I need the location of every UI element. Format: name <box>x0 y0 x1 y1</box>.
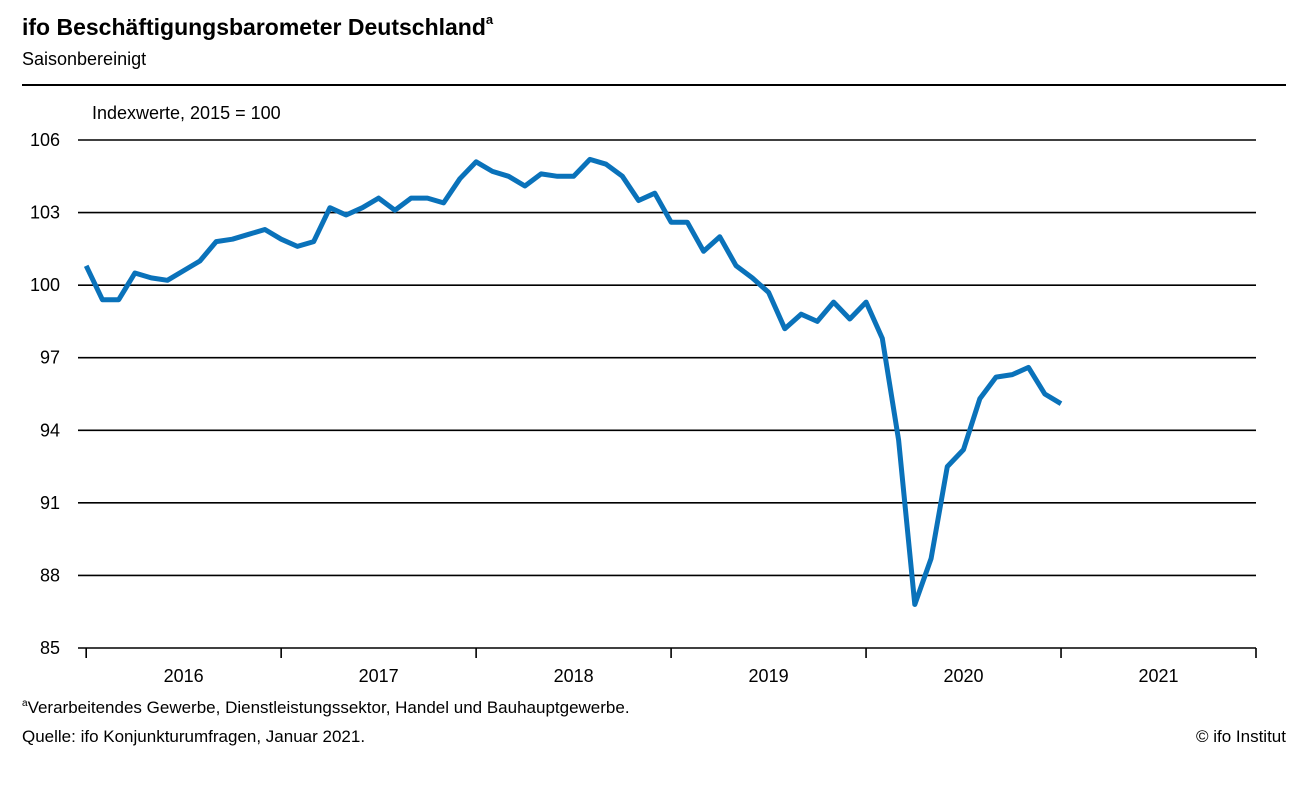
y-tick-label-91: 91 <box>40 493 60 513</box>
axis-layer: 106 103 100 97 94 91 88 85 2016 2017 2018 2019 2020 2… <box>30 130 1257 686</box>
footnote-text: Verarbeitendes Gewerbe, Dienstleistungss… <box>27 698 630 717</box>
x-tick-label-2017: 2017 <box>359 666 399 686</box>
chart-title: ifo Beschäftigungsbarometer Deutschlanda <box>22 12 494 41</box>
x-tick-label-2019: 2019 <box>749 666 789 686</box>
chart-title-text: ifo Beschäftigungsbarometer Deutschland <box>22 14 486 40</box>
header-divider <box>22 84 1286 86</box>
x-tick-label-2021: 2021 <box>1138 666 1178 686</box>
footnote: aVerarbeitendes Gewerbe, Dienstleistungs… <box>22 698 630 718</box>
y-tick-label-94: 94 <box>40 420 60 440</box>
grid-layer <box>78 139 1256 577</box>
chart-subtitle: Saisonbereinigt <box>22 49 147 69</box>
y-tick-label-97: 97 <box>40 348 60 368</box>
x-tick-label-2018: 2018 <box>554 666 594 686</box>
series-layer <box>83 156 1063 607</box>
y-tick-label-100: 100 <box>30 275 60 295</box>
x-tick-label-2016: 2016 <box>164 666 204 686</box>
y-tick-label-106: 106 <box>30 130 60 150</box>
title-footnote-marker: a <box>485 12 494 27</box>
copyright-note: © ifo Institut <box>1195 727 1286 746</box>
y-tick-label-103: 103 <box>30 203 60 223</box>
footnote-marker: a <box>22 698 28 709</box>
series-line-0 <box>83 156 1063 607</box>
source-note: Quelle: ifo Konjunkturumfragen, Januar 2… <box>22 727 366 746</box>
x-tick-label-2020: 2020 <box>944 666 984 686</box>
y-tick-label-85: 85 <box>40 638 60 658</box>
y-axis-label: Indexwerte, 2015 = 100 <box>92 103 281 123</box>
y-tick-label-88: 88 <box>40 565 60 585</box>
